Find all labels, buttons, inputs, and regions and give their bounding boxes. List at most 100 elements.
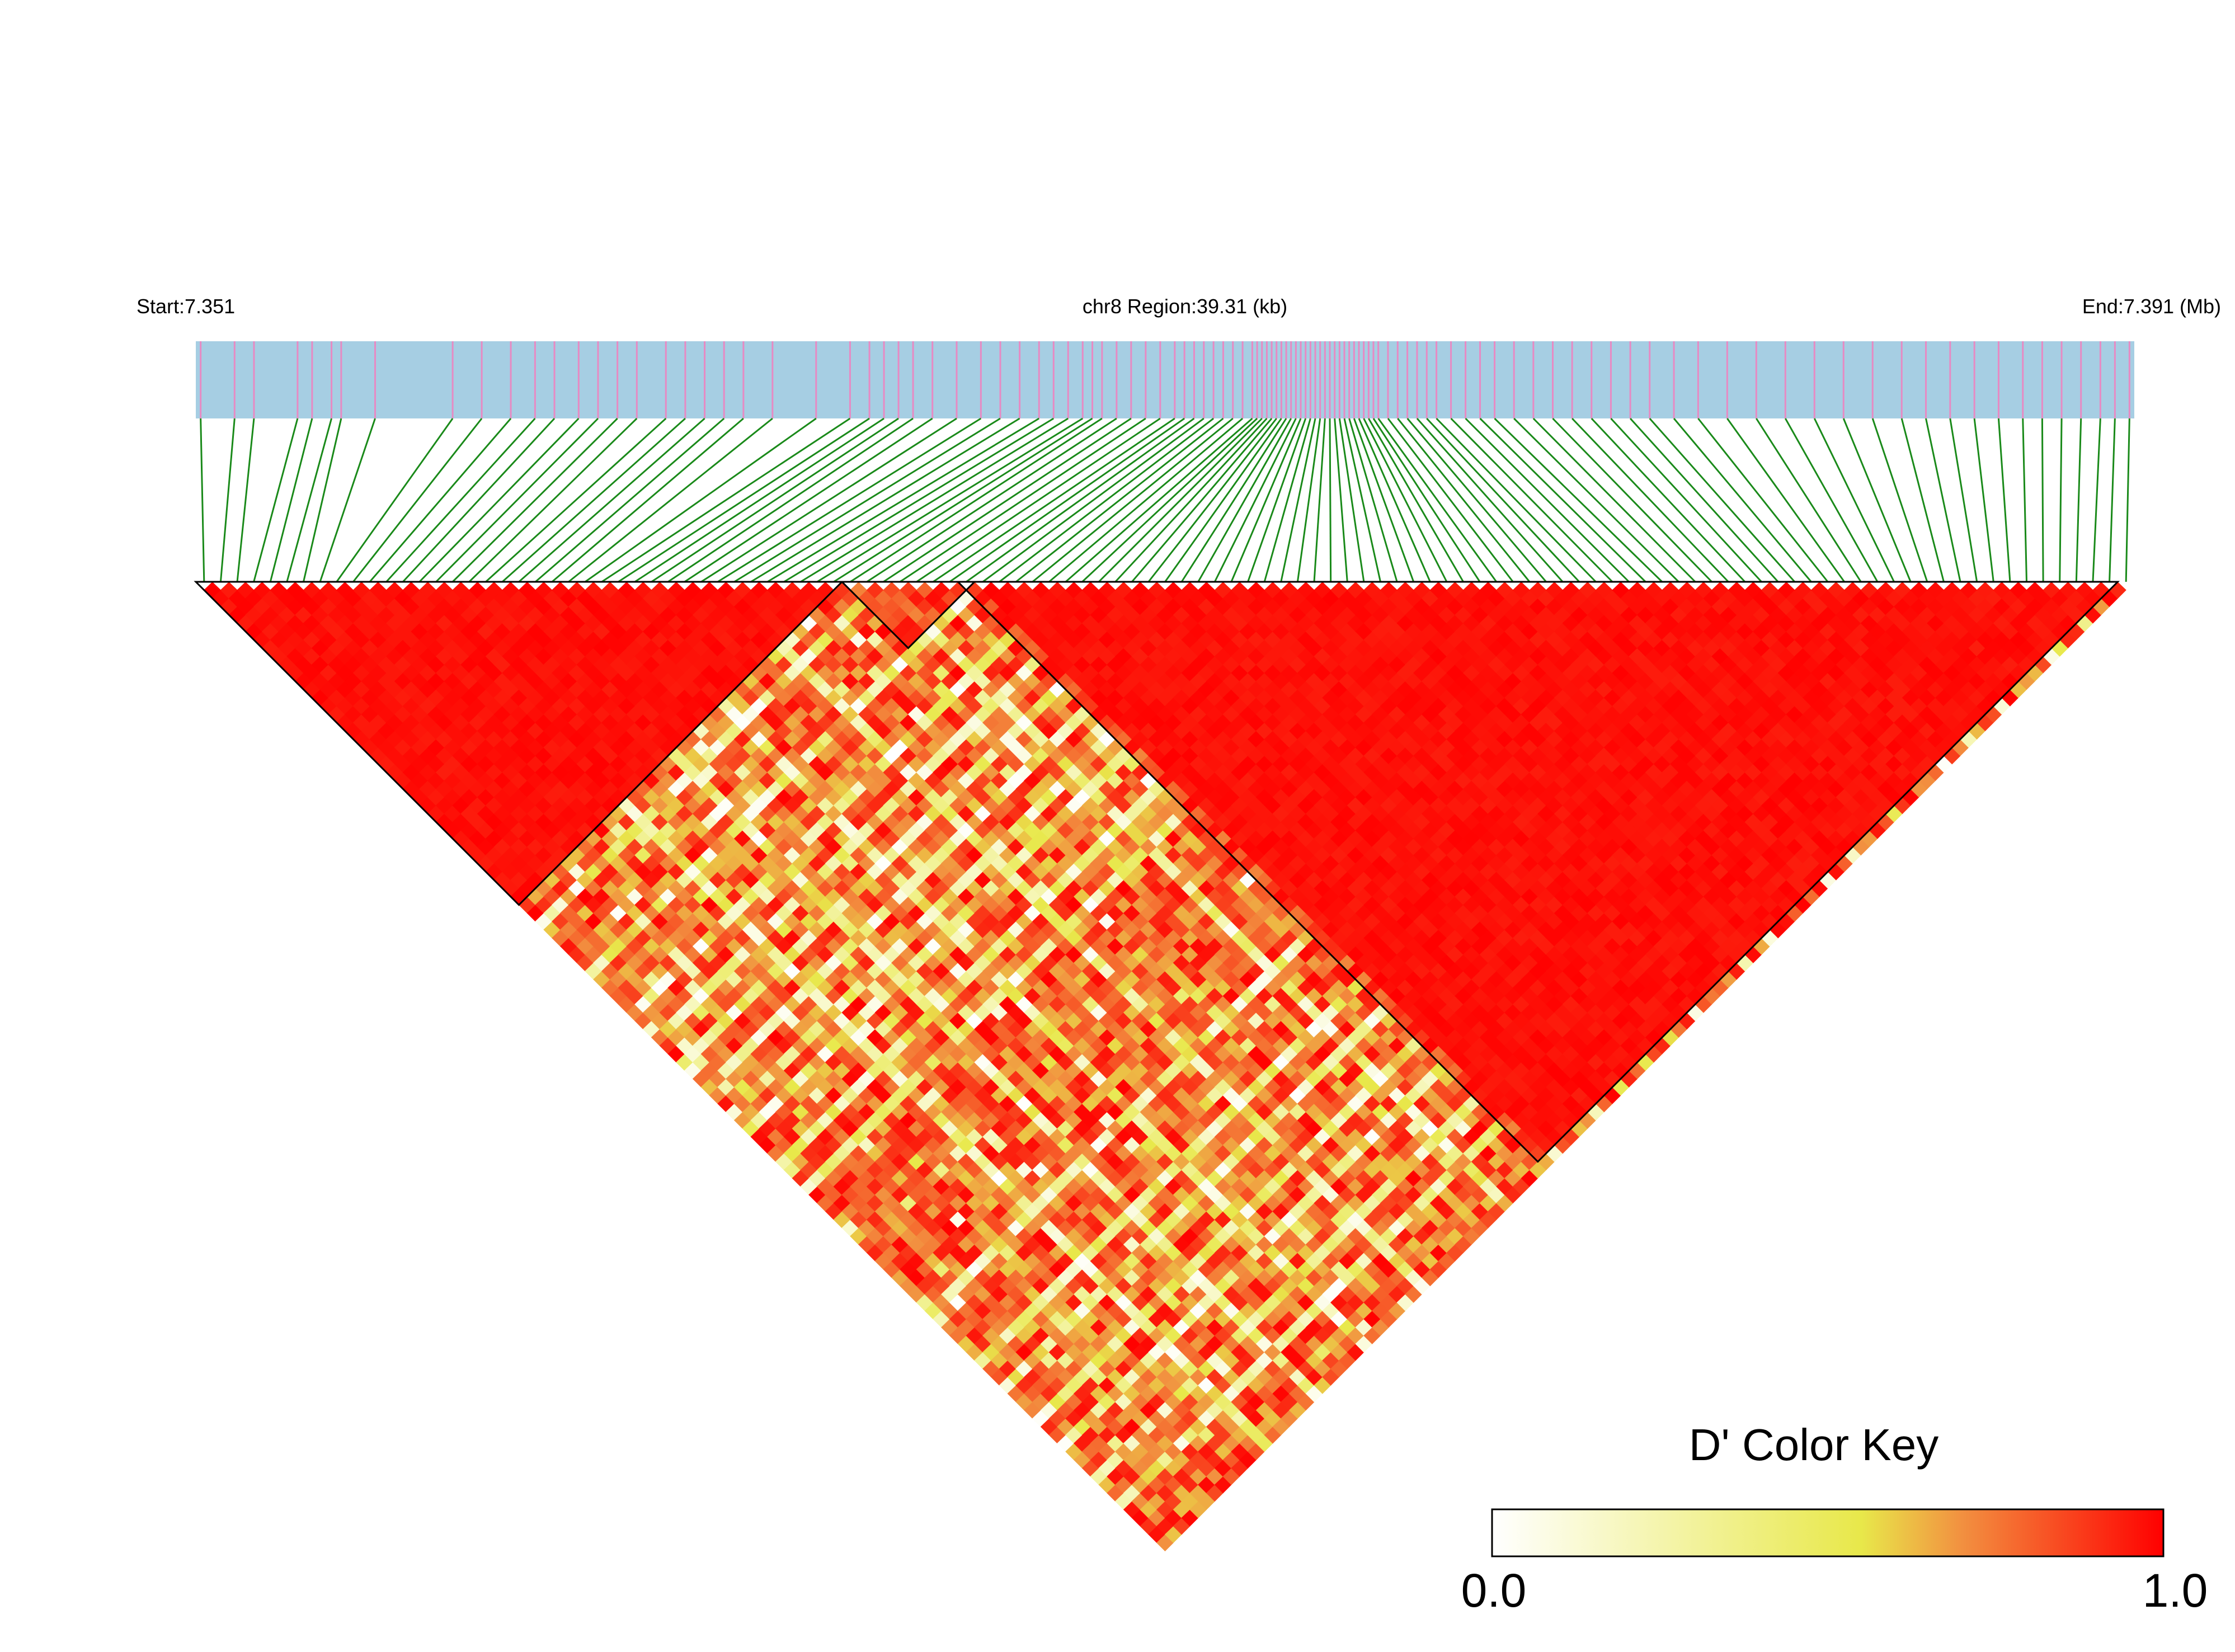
snp-connector	[402, 417, 556, 583]
snp-connector	[1842, 418, 1912, 582]
snp-connector	[1900, 418, 1945, 582]
snp-connector	[1048, 417, 1244, 583]
ld-cell	[319, 582, 337, 599]
snp-connector	[1450, 417, 1613, 583]
ld-cell	[568, 582, 586, 599]
snp-connector	[1230, 418, 1302, 582]
ld-cell	[303, 582, 321, 599]
snp-connector	[1329, 418, 1332, 582]
snp-connector	[1673, 418, 1812, 582]
ld-cell	[535, 582, 553, 599]
snp-connector	[1571, 417, 1729, 583]
ld-cell	[552, 582, 569, 599]
snp-connector	[435, 417, 599, 583]
snp-connector	[286, 418, 332, 582]
snp-connector	[1353, 418, 1415, 582]
snp-connector	[1532, 417, 1696, 583]
snp-connector	[1436, 417, 1597, 583]
snp-connectors	[200, 417, 2130, 583]
snp-connector	[485, 417, 667, 583]
start-label: Start:7.351	[137, 295, 235, 318]
snp-connector	[1871, 418, 1928, 582]
ld-cell	[270, 582, 288, 599]
snp-connector	[1397, 418, 1531, 582]
ld-cell	[634, 582, 652, 599]
snp-connector	[1973, 418, 1994, 582]
snp-connector	[1784, 418, 1879, 582]
snp-connector	[468, 417, 638, 583]
ld-cell	[485, 582, 503, 599]
snp-connector	[866, 417, 1117, 583]
snp-connector	[236, 418, 255, 582]
ld-cell	[684, 582, 702, 599]
end-label: End:7.391 (Mb)	[2082, 295, 2221, 318]
snp-connector	[1164, 418, 1282, 582]
ld-cell	[253, 582, 271, 599]
snp-connector	[1032, 417, 1234, 583]
snp-connector	[1015, 417, 1224, 583]
snp-connector	[451, 417, 618, 583]
snp-connector	[1214, 418, 1297, 582]
snp-connector	[518, 417, 705, 583]
snp-connector	[634, 417, 884, 583]
snp-connector	[1363, 418, 1448, 582]
snp-connector	[1591, 417, 1746, 583]
snp-connector	[1387, 418, 1514, 582]
snp-connector	[2109, 418, 2116, 582]
ld-cell	[452, 582, 470, 599]
ld-cell	[767, 582, 784, 599]
snp-connector	[2022, 418, 2027, 582]
ld-cell	[518, 582, 536, 599]
snp-connector	[1197, 418, 1292, 582]
snp-connector	[1416, 418, 1564, 582]
snp-connector	[551, 417, 744, 583]
ld-cell	[800, 582, 818, 599]
ld-cell	[385, 582, 403, 599]
snp-connector	[1552, 417, 1712, 583]
ld-cell	[220, 582, 238, 599]
ld-cell	[237, 582, 255, 599]
ld-cell	[369, 582, 387, 599]
ld-cell	[204, 582, 222, 599]
ld-cell	[733, 582, 751, 599]
snp-connector	[568, 417, 773, 583]
snp-connector	[1494, 417, 1663, 583]
snp-connector	[1313, 418, 1326, 582]
snp-connector	[1338, 418, 1365, 582]
snp-connector	[1334, 418, 1348, 582]
snp-connector	[966, 417, 1195, 583]
ld-cell	[783, 582, 801, 599]
ld-cell	[585, 582, 603, 599]
snp-connector	[1610, 417, 1762, 583]
snp-connector	[1426, 417, 1580, 583]
ld-heatmap-cells	[204, 582, 2126, 1552]
snp-connector	[2041, 418, 2044, 582]
snp-connector	[369, 418, 512, 582]
snp-connector	[1649, 418, 1796, 582]
snp-connector	[2092, 418, 2101, 582]
snp-connector	[2125, 418, 2130, 582]
ld-cell	[336, 582, 354, 599]
ld-cell	[601, 582, 619, 599]
snp-connector	[336, 418, 454, 582]
snp-connector	[1726, 418, 1845, 582]
ld-cell	[700, 582, 718, 599]
snp-connector	[1756, 418, 1862, 582]
snp-connector	[1247, 418, 1307, 582]
region-label: chr8 Region:39.31 (kb)	[1083, 295, 1287, 318]
snp-connector	[501, 417, 686, 583]
ld-cell	[750, 582, 768, 599]
snp-connector	[651, 417, 899, 583]
ld-cell	[286, 582, 304, 599]
snp-connector	[800, 417, 1069, 583]
snp-connector	[933, 417, 1175, 583]
snp-connector	[1263, 418, 1311, 582]
snp-connector	[269, 418, 313, 582]
snp-connector	[849, 417, 1103, 583]
snp-connector	[352, 418, 483, 582]
snp-connector	[1131, 418, 1273, 582]
ld-cell	[502, 582, 520, 599]
snp-connector	[253, 418, 299, 582]
snp-connector	[1065, 417, 1253, 583]
